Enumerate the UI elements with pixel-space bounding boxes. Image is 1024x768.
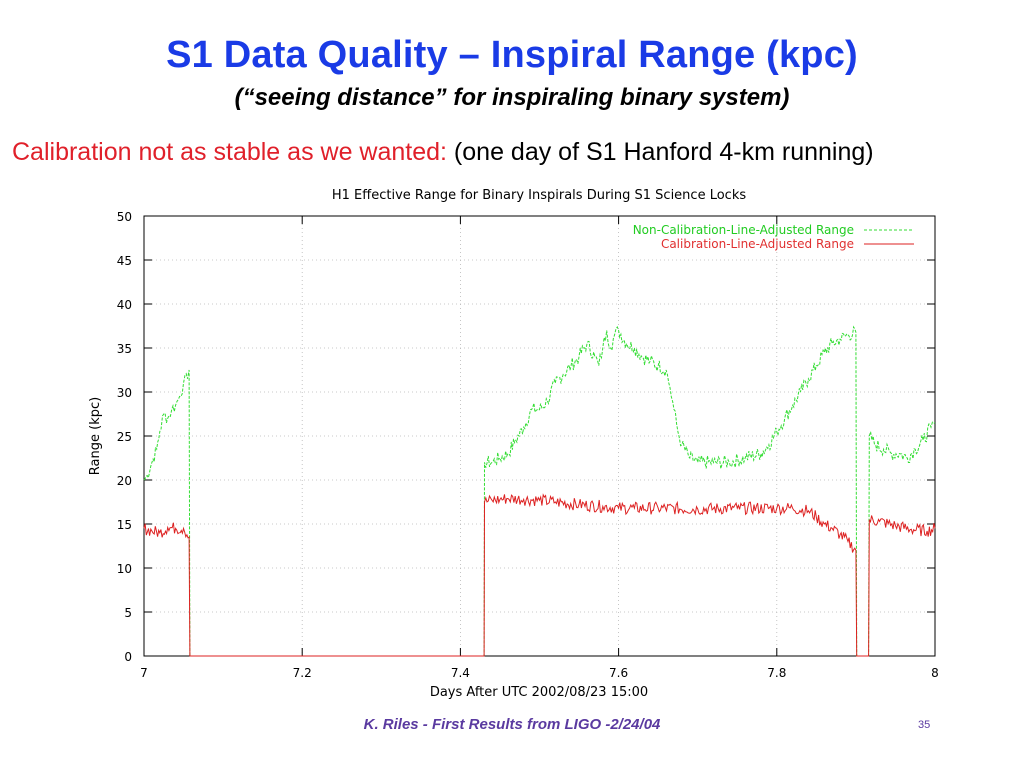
- y-tick-label: 50: [117, 210, 132, 224]
- x-tick-label: 7.2: [293, 666, 312, 680]
- series-line-calibration: [143, 493, 936, 657]
- y-tick-label: 0: [124, 650, 132, 664]
- y-tick-label: 45: [117, 254, 132, 268]
- legend: Non-Calibration-Line-Adjusted Range Cali…: [633, 223, 914, 251]
- x-tick-label: 7.4: [451, 666, 470, 680]
- series: [143, 325, 936, 657]
- y-tick-label: 30: [117, 386, 132, 400]
- legend-label-cal: Calibration-Line-Adjusted Range: [661, 237, 854, 251]
- chart-title: H1 Effective Range for Binary Inspirals …: [332, 188, 746, 203]
- caption-lead: Calibration not as stable as we wanted:: [12, 138, 447, 166]
- y-tick-label: 5: [124, 606, 132, 620]
- x-tick-label: 7.6: [609, 666, 628, 680]
- grid: [144, 216, 935, 656]
- legend-label-noncal: Non-Calibration-Line-Adjusted Range: [633, 223, 854, 237]
- y-tick-label: 35: [117, 342, 132, 356]
- x-tick-label: 8: [931, 666, 939, 680]
- range-chart: H1 Effective Range for Binary Inspirals …: [80, 180, 950, 705]
- y-tick-label: 40: [117, 298, 132, 312]
- y-tick-label: 20: [117, 474, 132, 488]
- axes: 0 5 10 15 20 25 30 35 40 45 50 7 7.2 7.4 7.6 7.8 8: [117, 210, 939, 680]
- series-line-non-calibration: [143, 325, 936, 657]
- y-tick-label: 25: [117, 430, 132, 444]
- x-axis-label: Days After UTC 2002/08/23 15:00: [430, 685, 648, 700]
- x-tick-label: 7: [140, 666, 148, 680]
- footer-credit: K. Riles - First Results from LIGO -2/24…: [363, 716, 661, 733]
- plot-frame: [143, 215, 936, 657]
- y-tick-label: 10: [117, 562, 132, 576]
- x-tick-label: 7.8: [767, 666, 786, 680]
- slide-title: S1 Data Quality – Inspiral Range (kpc): [166, 34, 858, 76]
- slide-subtitle: (“seeing distance” for inspiraling binar…: [234, 84, 790, 111]
- y-axis-label: Range (kpc): [88, 397, 103, 475]
- caption-rest: (one day of S1 Hanford 4-km running): [446, 138, 874, 166]
- slide-number: 35: [918, 719, 931, 731]
- y-tick-label: 15: [117, 518, 132, 532]
- caption: Calibration not as stable as we wanted: …: [12, 138, 874, 167]
